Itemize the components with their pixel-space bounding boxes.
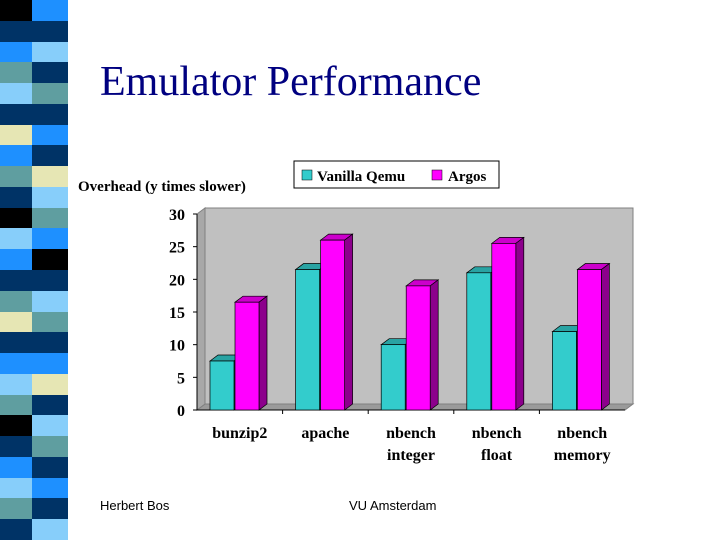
x-category-label: bunzip2 (212, 425, 267, 442)
bar-argos-side (515, 236, 525, 411)
sidebar-band (32, 124, 68, 146)
sidebar-band (0, 498, 32, 520)
x-category-label: apache (301, 425, 349, 442)
bar-argos-side (429, 279, 439, 411)
sidebar-band (32, 311, 68, 333)
y-axis-label: Overhead (y times slower) (78, 179, 246, 195)
x-category-label: nbench (557, 425, 607, 442)
sidebar-band (32, 186, 68, 209)
sidebar-band (0, 477, 32, 499)
sidebar-band (32, 20, 68, 43)
bar-qemu (209, 360, 235, 411)
legend-swatch-qemu (301, 169, 313, 181)
sidebar-band (32, 394, 68, 416)
sidebar-band (0, 20, 32, 43)
x-category-label: memory (554, 447, 611, 464)
sidebar-band (0, 290, 32, 313)
sidebar-band (32, 436, 68, 458)
legend-swatch-argos (431, 169, 443, 181)
bar-argos (491, 243, 517, 411)
sidebar-band (0, 373, 32, 396)
bar-argos (405, 285, 431, 411)
sidebar-band (0, 270, 32, 292)
y-tick-label: 20 (169, 272, 185, 289)
sidebar-band (0, 186, 32, 209)
sidebar-band (32, 290, 68, 313)
legend-frame (293, 160, 500, 189)
sidebar-band (0, 332, 32, 354)
bar-argos (234, 301, 260, 411)
sidebar-band (32, 477, 68, 499)
x-category-label: integer (387, 447, 435, 464)
sidebar-band (32, 415, 68, 437)
sidebar-band (0, 0, 32, 22)
sidebar-band (0, 394, 32, 416)
y-tick-label: 5 (177, 370, 185, 387)
sidebar-band (32, 83, 68, 105)
y-tick-label: 30 (169, 207, 185, 224)
sidebar-band (32, 353, 68, 375)
sidebar-band (0, 415, 32, 437)
sidebar-band (0, 456, 32, 479)
legend-label-qemu: Vanilla Qemu (317, 169, 405, 185)
sidebar-band (0, 228, 32, 250)
y-tick-label: 25 (169, 240, 185, 257)
sidebar-band (32, 249, 68, 271)
sidebar-band (32, 373, 68, 396)
sidebar-band (32, 270, 68, 292)
bar-qemu (380, 344, 406, 411)
bar-qemu (552, 331, 577, 411)
bar-qemu (295, 269, 320, 411)
plot-area: 0 5 10 15 20 25 30 bunzip2 apache nbench integer nb… (169, 207, 635, 464)
x-category-label: float (481, 447, 513, 464)
sidebar-band (0, 207, 32, 229)
bar-argos-side (258, 295, 268, 411)
y-tick-label: 10 (169, 338, 185, 355)
sidebar-band (32, 0, 68, 22)
sidebar-band (0, 145, 32, 167)
sidebar-band (32, 103, 68, 126)
bar-argos-side (601, 262, 610, 411)
bar-argos (577, 269, 602, 411)
decorative-sidebar (0, 0, 68, 540)
sidebar-band (32, 332, 68, 354)
sidebar-band (32, 145, 68, 167)
sidebar-band (0, 41, 32, 63)
x-category-label: nbench (386, 425, 436, 442)
sidebar-band (0, 436, 32, 458)
sidebar-band (32, 228, 68, 250)
sidebar-band (0, 311, 32, 333)
sidebar-band (0, 83, 32, 105)
footer-institution: VU Amsterdam (349, 498, 437, 513)
sidebar-band (32, 519, 68, 540)
bar-argos-side (344, 233, 353, 411)
sidebar-band (32, 41, 68, 63)
sidebar-band (0, 103, 32, 126)
bar-argos (320, 239, 345, 411)
sidebar-band (0, 62, 32, 84)
sidebar-band (32, 207, 68, 229)
chart-legend: Vanilla Qemu Argos (293, 160, 500, 189)
slide-title: Emulator Performance (100, 59, 482, 105)
sidebar-band (32, 456, 68, 479)
sidebar-band (32, 62, 68, 84)
bar-qemu (466, 272, 492, 411)
sidebar-band (0, 249, 32, 271)
sidebar-band (32, 166, 68, 188)
footer-author: Herbert Bos (100, 498, 170, 513)
sidebar-band (0, 124, 32, 146)
sidebar-band (0, 166, 32, 188)
sidebar-band (0, 519, 32, 540)
plot-side-wall (196, 207, 206, 411)
y-tick-label: 15 (169, 305, 185, 322)
x-category-label: nbench (472, 425, 522, 442)
sidebar-band (0, 353, 32, 375)
legend-label-argos: Argos (448, 169, 486, 185)
sidebar-band (32, 498, 68, 520)
y-tick-label: 0 (177, 403, 185, 420)
